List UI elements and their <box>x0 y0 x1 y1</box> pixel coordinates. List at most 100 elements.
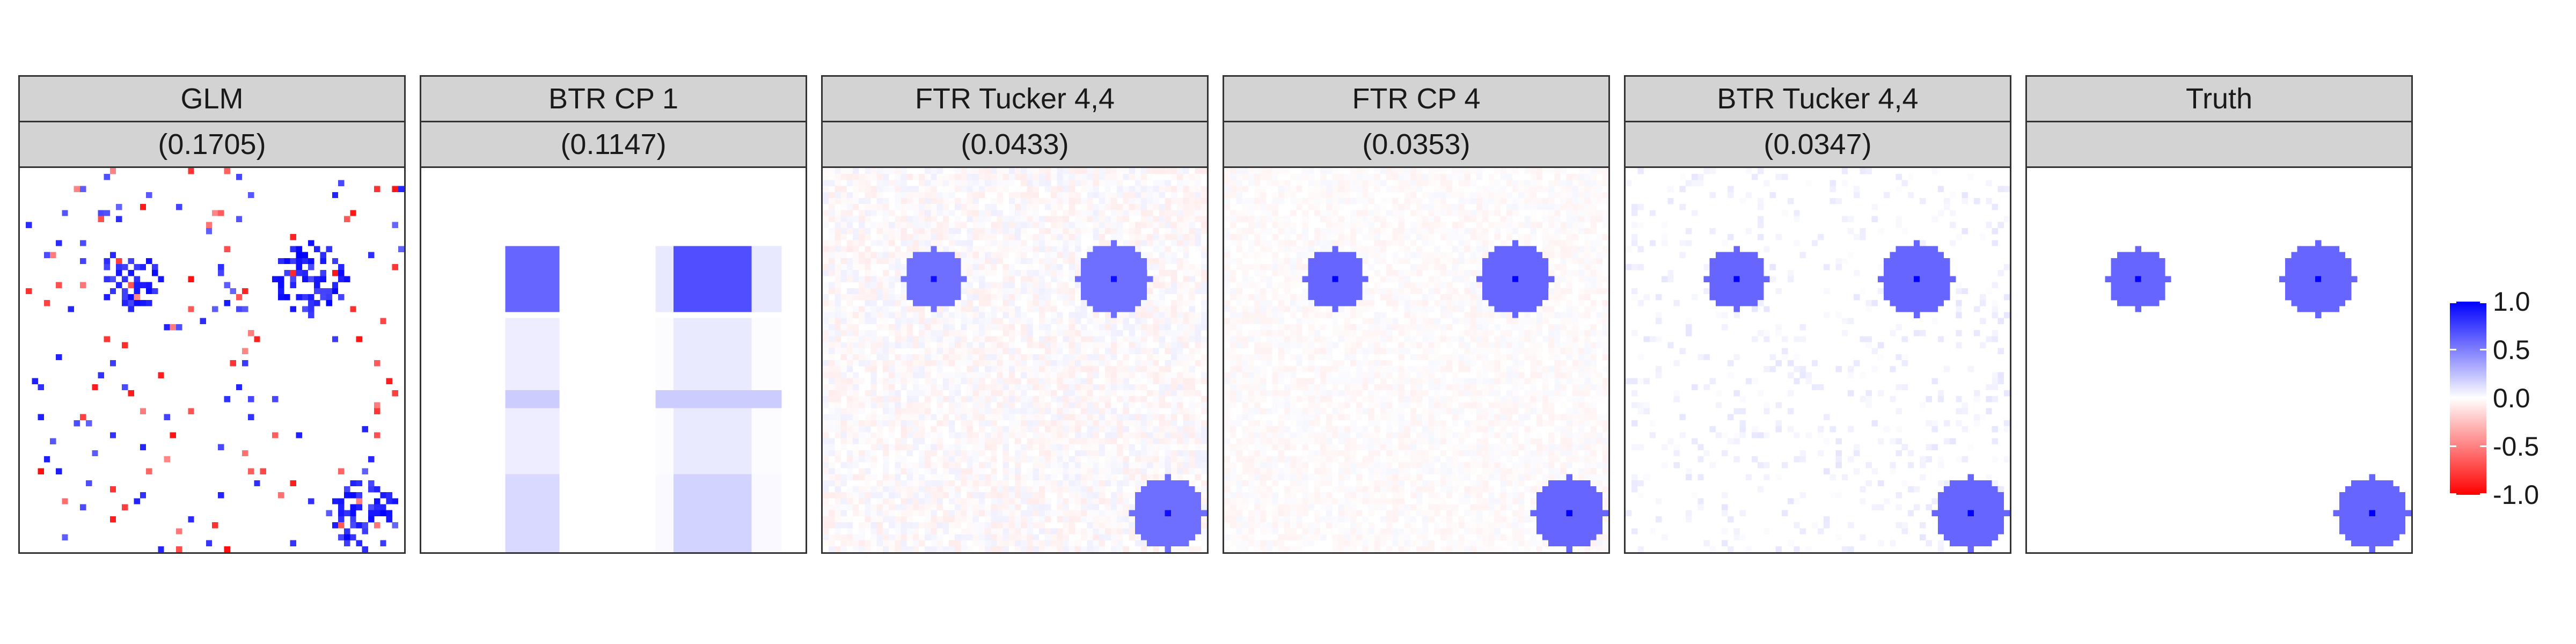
heatmap-cell <box>541 540 548 547</box>
heatmap-cell <box>733 444 740 451</box>
heatmap-cell <box>679 336 686 342</box>
heatmap-cell <box>931 336 937 342</box>
heatmap-cell <box>541 528 548 535</box>
heatmap-cell <box>1044 510 1051 517</box>
heatmap-cell <box>727 294 734 301</box>
heatmap-cell <box>691 324 698 331</box>
heatmap-cell <box>1021 384 1027 391</box>
heatmap-cell <box>1099 264 1106 270</box>
heatmap-cell <box>912 468 919 474</box>
heatmap-cell <box>997 180 1003 186</box>
heatmap-cell <box>1044 462 1051 469</box>
heatmap-cell <box>852 510 859 517</box>
heatmap-cell <box>1177 354 1183 361</box>
heatmap-cell <box>1147 366 1153 372</box>
heatmap-cell <box>942 396 949 402</box>
heatmap-cell <box>882 258 889 265</box>
heatmap-cell <box>936 432 943 438</box>
heatmap-cell <box>1074 330 1081 336</box>
heatmap-cell <box>1087 486 1093 493</box>
heatmap-cell <box>1074 468 1081 474</box>
heatmap-cell <box>876 390 883 397</box>
heatmap-cell <box>1021 324 1027 331</box>
heatmap-cell <box>775 360 782 367</box>
heatmap-cell <box>775 474 782 480</box>
heatmap-cell <box>1170 306 1177 312</box>
heatmap-cell <box>948 348 955 355</box>
heatmap-cell <box>703 354 710 361</box>
heatmap-cell <box>1063 486 1069 493</box>
heatmap-cell <box>1147 456 1153 463</box>
heatmap-cell <box>936 240 943 246</box>
heatmap-cell <box>931 204 937 210</box>
heatmap-cell <box>1153 270 1159 276</box>
heatmap-cell <box>302 270 309 276</box>
heatmap-cell <box>823 366 829 372</box>
heatmap-cell <box>769 486 776 493</box>
heatmap-cell <box>1074 432 1081 438</box>
heatmap-cell <box>1063 222 1069 229</box>
heatmap-cell <box>745 402 752 408</box>
heatmap-cell <box>116 264 122 270</box>
heatmap-cell <box>1201 360 1207 367</box>
heatmap-cell <box>895 336 901 342</box>
heatmap-cell <box>697 336 704 342</box>
heatmap-cell <box>236 306 243 312</box>
heatmap-cell <box>109 516 116 523</box>
heatmap-cell <box>835 450 841 457</box>
heatmap-cell <box>1111 197 1117 204</box>
heatmap-cell <box>1201 282 1207 288</box>
heatmap-cell <box>272 432 279 438</box>
heatmap-cell <box>757 384 764 391</box>
heatmap-cell <box>380 504 386 510</box>
heatmap-cell <box>386 492 392 499</box>
heatmap-cell <box>1008 492 1015 499</box>
heatmap-cell <box>967 288 973 295</box>
heatmap-cell <box>925 378 931 384</box>
heatmap-cell <box>715 528 722 535</box>
heatmap-cell <box>942 360 949 367</box>
heatmap-cell <box>895 246 901 252</box>
heatmap-cell <box>1002 396 1009 402</box>
heatmap-cell <box>919 474 925 480</box>
heatmap-cell <box>870 414 877 421</box>
heatmap-cell <box>751 354 758 361</box>
heatmap-cell <box>985 408 991 414</box>
heatmap-cell <box>655 450 662 457</box>
heatmap-cell <box>901 306 907 312</box>
heatmap-cell <box>936 258 943 265</box>
heatmap-cell <box>1153 510 1159 517</box>
heatmap-cell <box>961 444 967 451</box>
heatmap-cell <box>1135 174 1141 180</box>
heatmap-cell <box>985 474 991 480</box>
heatmap-cell <box>733 504 740 510</box>
heatmap-cell <box>523 444 530 451</box>
heatmap-cell <box>1099 510 1106 517</box>
heatmap-cell <box>1117 300 1123 306</box>
heatmap-cell <box>1201 504 1207 510</box>
heatmap-cell <box>835 378 841 384</box>
heatmap-cell <box>1165 456 1172 463</box>
heatmap-cell <box>775 378 782 384</box>
heatmap-cell <box>997 444 1003 451</box>
heatmap-cell <box>967 204 973 210</box>
heatmap-cell <box>1201 342 1207 348</box>
heatmap-cell <box>517 276 524 282</box>
heatmap-cell <box>715 462 722 469</box>
heatmap-cell <box>876 396 883 402</box>
heatmap-cell <box>925 336 931 342</box>
heatmap-cell <box>727 546 734 552</box>
heatmap-cell <box>320 258 326 265</box>
heatmap-cell <box>967 450 973 457</box>
heatmap-cell <box>972 336 979 342</box>
heatmap-cell <box>1159 318 1165 325</box>
heatmap-cell <box>655 456 662 463</box>
heatmap-cell <box>906 366 913 372</box>
heatmap-cell <box>846 450 853 457</box>
heatmap-cell <box>1117 228 1123 235</box>
heatmap-cell <box>1057 216 1063 222</box>
heatmap-cell <box>1099 426 1106 433</box>
heatmap-cell <box>1177 444 1183 451</box>
heatmap-cell <box>1123 408 1129 414</box>
heatmap-cell <box>679 504 686 510</box>
